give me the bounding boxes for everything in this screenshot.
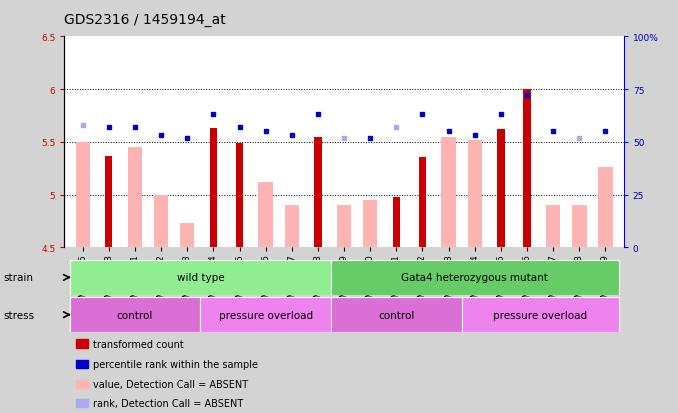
- Text: control: control: [117, 310, 153, 320]
- Bar: [331, 260, 618, 295]
- Bar: [75, 360, 88, 368]
- Bar: [180, 223, 195, 248]
- Bar: [200, 297, 331, 332]
- Bar: [70, 297, 200, 332]
- Bar: [75, 399, 88, 407]
- Bar: [70, 260, 331, 295]
- Text: rank, Detection Call = ABSENT: rank, Detection Call = ABSENT: [94, 398, 244, 408]
- Bar: [331, 297, 462, 332]
- Text: Gata4 heterozygous mutant: Gata4 heterozygous mutant: [401, 273, 549, 283]
- Bar: [419, 157, 426, 248]
- Bar: [105, 156, 113, 248]
- Bar: [210, 129, 217, 248]
- Bar: [315, 137, 321, 248]
- Bar: [441, 137, 456, 248]
- Text: pressure overload: pressure overload: [493, 310, 587, 320]
- Bar: [285, 206, 299, 248]
- Bar: [236, 144, 243, 248]
- Bar: [337, 206, 351, 248]
- Bar: [393, 197, 400, 248]
- Text: transformed count: transformed count: [94, 339, 184, 349]
- Bar: [75, 142, 90, 248]
- Text: pressure overload: pressure overload: [218, 310, 313, 320]
- Bar: [462, 297, 618, 332]
- Bar: [258, 183, 273, 248]
- Bar: [127, 148, 142, 248]
- Bar: [468, 140, 482, 248]
- Bar: [523, 90, 531, 248]
- Bar: [363, 200, 378, 248]
- Text: GDS2316 / 1459194_at: GDS2316 / 1459194_at: [64, 13, 226, 27]
- Text: value, Detection Call = ABSENT: value, Detection Call = ABSENT: [94, 379, 249, 389]
- Text: percentile rank within the sample: percentile rank within the sample: [94, 359, 258, 369]
- Bar: [498, 130, 504, 248]
- Bar: [546, 206, 561, 248]
- Text: control: control: [378, 310, 414, 320]
- Text: stress: stress: [3, 310, 35, 320]
- Text: strain: strain: [3, 273, 33, 283]
- Bar: [75, 339, 88, 348]
- Bar: [598, 168, 613, 248]
- Bar: [572, 206, 586, 248]
- Text: wild type: wild type: [176, 273, 224, 283]
- Bar: [154, 195, 168, 248]
- Bar: [75, 380, 88, 388]
